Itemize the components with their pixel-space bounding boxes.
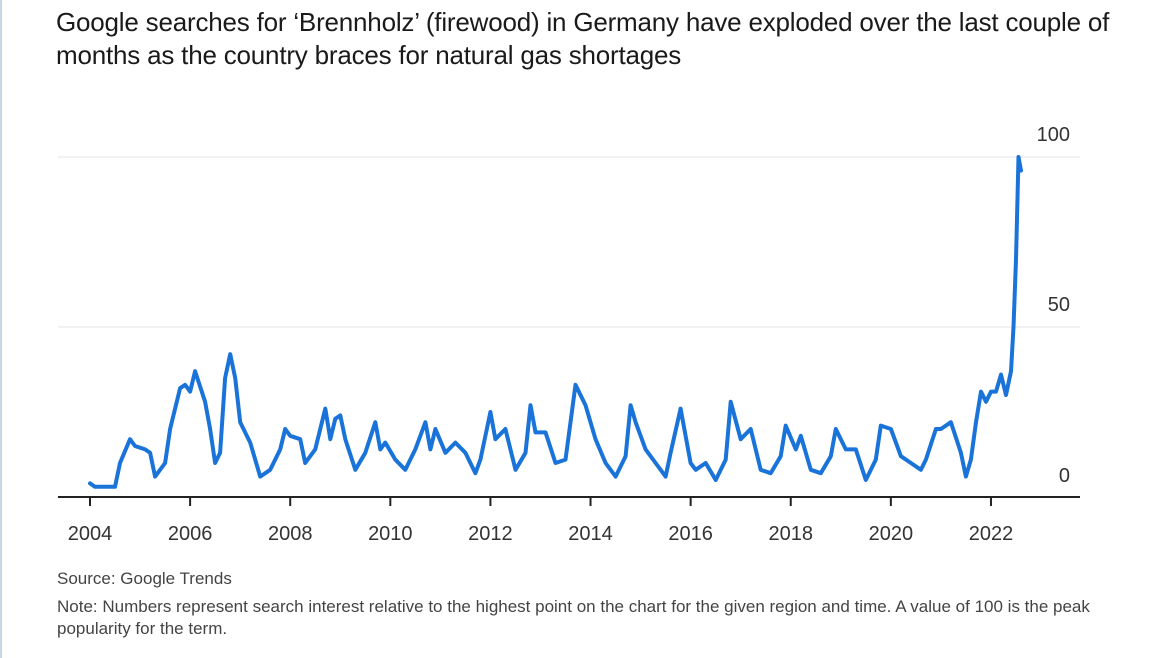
y-tick-label-0: 0 [1059, 465, 1070, 487]
x-tick-label-2014: 2014 [568, 523, 613, 545]
axes [58, 496, 1080, 506]
footnote: Note: Numbers represent search interest … [57, 597, 1090, 638]
x-tick-label-2018: 2018 [769, 523, 814, 545]
chart-title: Google searches for ‘Brennholz’ (firewoo… [56, 7, 1110, 70]
series-line-0 [88, 155, 1023, 489]
gridlines [58, 156, 1080, 328]
x-tick-label-2012: 2012 [468, 523, 513, 545]
x-tick-label-2006: 2006 [168, 523, 213, 545]
source-note: Source: Google Trends [57, 569, 232, 588]
x-tick-label-2008: 2008 [268, 523, 313, 545]
left-border [0, 0, 2, 658]
x-tick-label-2022: 2022 [969, 523, 1014, 545]
x-tick-label-2004: 2004 [68, 523, 113, 545]
x-tick-label-2016: 2016 [668, 523, 713, 545]
y-tick-label-50: 50 [1048, 294, 1070, 316]
x-tick-label-2010: 2010 [368, 523, 413, 545]
series-layer [88, 155, 1023, 489]
tick-labels: 0 50 100 2004 2006 2008 2010 2012 2014 2016 2018 20… [68, 124, 1070, 545]
x-tick-label-2020: 2020 [869, 523, 914, 545]
y-tick-label-100: 100 [1037, 124, 1070, 146]
